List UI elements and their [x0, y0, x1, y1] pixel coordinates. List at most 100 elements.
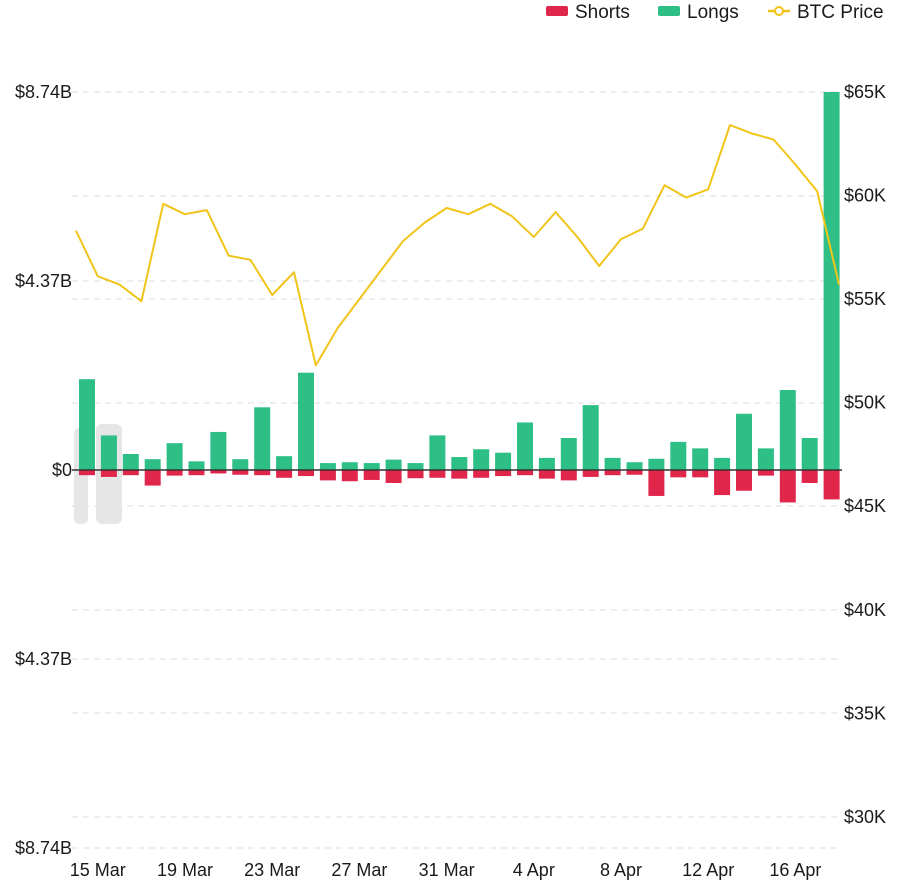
btc-price-line [75, 124, 840, 367]
shorts-bar [582, 470, 599, 477]
legend-item: Shorts [546, 2, 630, 23]
shorts-bar [714, 470, 731, 496]
shorts-bar [648, 470, 665, 496]
shorts-bar [100, 470, 117, 477]
shorts-bar [538, 470, 555, 479]
shorts-bar [495, 470, 512, 477]
shorts-bar [232, 470, 249, 475]
shorts-bars [79, 470, 840, 503]
x-tick-label: 27 Mar [331, 860, 387, 880]
right-tick-label: $55K [844, 289, 886, 309]
shorts-bar [473, 470, 490, 478]
shorts-bar [341, 470, 358, 482]
left-tick-label: $4.37B [15, 649, 72, 669]
legend-label: Longs [687, 2, 739, 23]
longs-bar [538, 457, 555, 470]
right-tick-label: $65K [844, 82, 886, 102]
longs-bar [232, 459, 249, 470]
longs-bar [495, 452, 512, 470]
longs-bar [254, 407, 271, 470]
shorts-bar [626, 470, 643, 475]
longs-bar [451, 457, 468, 470]
longs-bar [648, 458, 665, 470]
longs-bar [582, 405, 599, 470]
longs-bar [670, 441, 687, 470]
shorts-bar [254, 470, 271, 476]
longs-bar [188, 461, 205, 470]
longs-bar [757, 448, 774, 470]
x-axis: 15 Mar 19 Mar 23 Mar 27 Mar 31 Mar 4 Apr 8 Apr… [70, 860, 822, 880]
right-tick-label: $30K [844, 807, 886, 827]
shorts-bar [736, 470, 752, 491]
shorts-bar [298, 470, 314, 477]
longs-bar [407, 463, 424, 470]
longs-bar [429, 435, 446, 470]
left-tick-label: $8.74B [15, 82, 72, 102]
shorts-bar [429, 470, 446, 478]
shorts-bar [692, 470, 709, 478]
x-tick-label: 12 Apr [682, 860, 734, 880]
legend-item: BTC Price [768, 2, 884, 23]
legend-label: Shorts [575, 2, 630, 23]
right-tick-label: $60K [844, 186, 886, 206]
longs-bar [363, 463, 380, 470]
shorts-bar [276, 470, 293, 478]
longs-bar [626, 462, 643, 470]
gridlines [72, 91, 842, 849]
legend-item: Longs [658, 2, 739, 23]
longs-bar [298, 372, 314, 470]
x-tick-label: 31 Mar [419, 860, 475, 880]
legend-label: BTC Price [797, 2, 884, 23]
left-axis: $8.74B $4.37B $0 $4.37B $8.74B [15, 82, 72, 858]
x-tick-label: 15 Mar [70, 860, 126, 880]
left-tick-label: $0 [52, 460, 72, 480]
shorts-bar [79, 470, 95, 476]
shorts-bar [801, 470, 818, 483]
longs-bar [823, 92, 840, 470]
longs-bar [736, 413, 752, 470]
longs-bar [560, 437, 577, 470]
longs-bar [210, 431, 227, 470]
longs-bar [604, 457, 621, 470]
shorts-bar [166, 470, 183, 476]
x-tick-label: 8 Apr [600, 860, 642, 880]
longs-bar [100, 435, 117, 470]
legend: Shorts Longs BTC Price [546, 2, 884, 23]
longs-bar [779, 389, 796, 470]
longs-bar [319, 463, 336, 470]
legend-line-marker [774, 6, 784, 16]
left-tick-label: $4.37B [15, 271, 72, 291]
longs-bar [801, 437, 818, 470]
longs-bars [79, 92, 840, 470]
x-tick-label: 4 Apr [513, 860, 555, 880]
shorts-bar [451, 470, 468, 479]
longs-bar [144, 459, 161, 470]
shorts-bar [144, 470, 161, 486]
legend-swatch [546, 6, 568, 16]
shorts-bar [823, 470, 840, 500]
shorts-bar [560, 470, 577, 481]
shorts-bar [604, 470, 621, 476]
legend-swatch [658, 6, 680, 16]
shorts-bar [407, 470, 424, 479]
right-tick-label: $45K [844, 496, 886, 516]
shorts-bar [363, 470, 380, 480]
x-tick-label: 19 Mar [157, 860, 213, 880]
longs-bar [385, 459, 402, 470]
longs-bar [517, 422, 533, 470]
longs-bar [714, 457, 731, 470]
longs-bar [276, 456, 293, 470]
right-tick-label: $40K [844, 600, 886, 620]
x-tick-label: 23 Mar [244, 860, 300, 880]
left-tick-label: $8.74B [15, 838, 72, 858]
longs-bar [692, 448, 709, 470]
shorts-bar [757, 470, 774, 476]
shorts-bar [210, 470, 227, 474]
x-tick-label: 16 Apr [769, 860, 821, 880]
right-axis: $65K $60K $55K $50K $45K $40K $35K $30K [844, 82, 886, 827]
shorts-bar [517, 470, 533, 476]
btc-price-series [75, 124, 840, 367]
shorts-bar [779, 470, 796, 503]
shorts-bar [385, 470, 402, 483]
